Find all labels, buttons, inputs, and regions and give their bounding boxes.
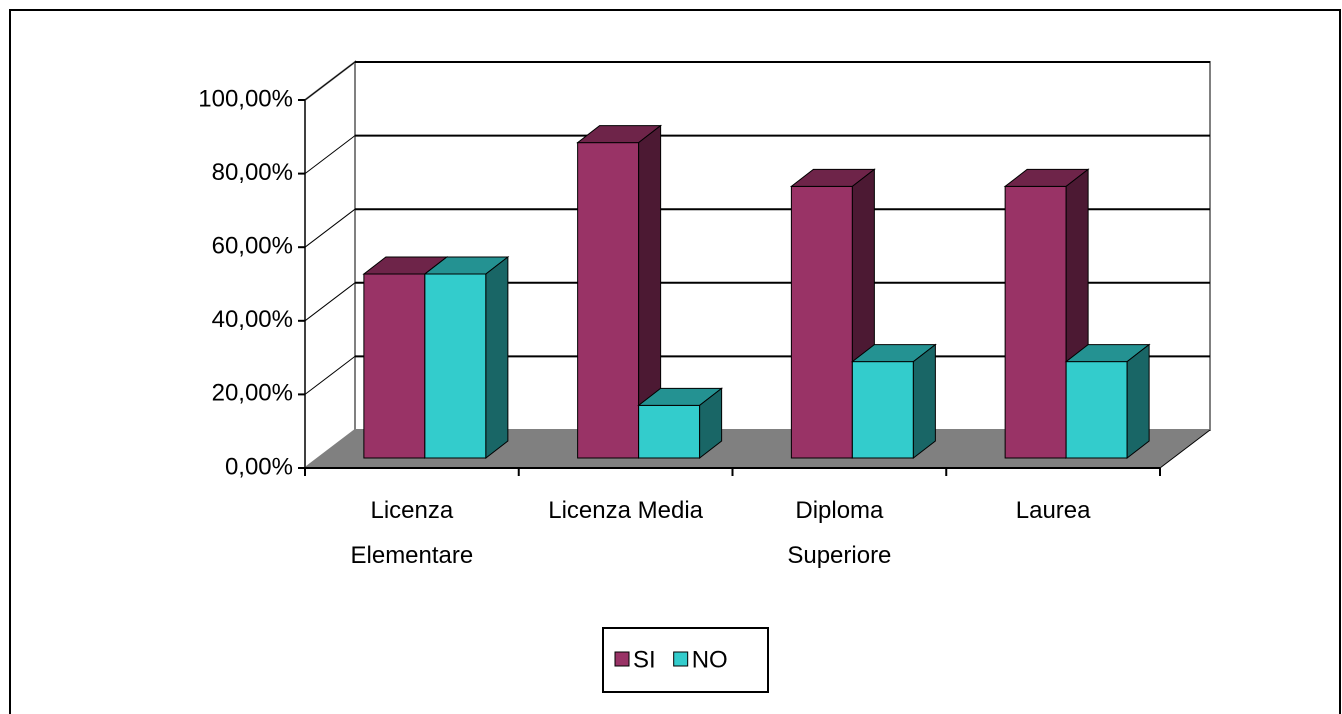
grid-line-side <box>304 282 356 322</box>
x-tick-label: Diploma Superiore <box>787 497 891 569</box>
side-wall <box>304 59 356 471</box>
bar <box>363 273 426 459</box>
y-tick-label: 0,00% <box>225 453 293 480</box>
bar <box>1065 361 1128 459</box>
bar-side <box>1126 343 1150 460</box>
x-tick-label: Laurea <box>1016 497 1091 524</box>
legend-swatch <box>673 651 689 667</box>
y-tick-label: 80,00% <box>212 159 293 186</box>
grid-line-side <box>304 61 356 101</box>
bar-side <box>485 255 509 460</box>
bar <box>790 185 853 459</box>
legend-label: NO <box>692 646 728 673</box>
legend-label: SI <box>633 646 656 673</box>
legend-swatch <box>614 651 630 667</box>
bar <box>577 142 640 459</box>
floor <box>305 430 1210 468</box>
y-tick-label: 60,00% <box>212 233 293 260</box>
y-tick-label: 40,00% <box>212 306 293 333</box>
bar <box>424 273 487 459</box>
floor-edge <box>1159 429 1211 469</box>
grid-line-side <box>304 208 356 248</box>
bar <box>851 361 914 459</box>
bar-group <box>576 124 724 460</box>
bar-side <box>912 343 936 460</box>
bar-group <box>362 255 510 460</box>
y-tick-label: 20,00% <box>212 380 293 407</box>
bar-side <box>699 387 723 460</box>
x-tick-label: Licenza Elementare <box>351 497 474 569</box>
bar-group <box>1003 168 1151 460</box>
grid-line-side <box>304 135 356 174</box>
x-tick-label: Licenza Media <box>548 497 703 524</box>
grid-line-side <box>304 356 356 395</box>
bar <box>1004 185 1067 459</box>
y-tick-label: 100,00% <box>198 85 293 112</box>
bar-group <box>789 168 937 460</box>
bar <box>638 404 701 459</box>
